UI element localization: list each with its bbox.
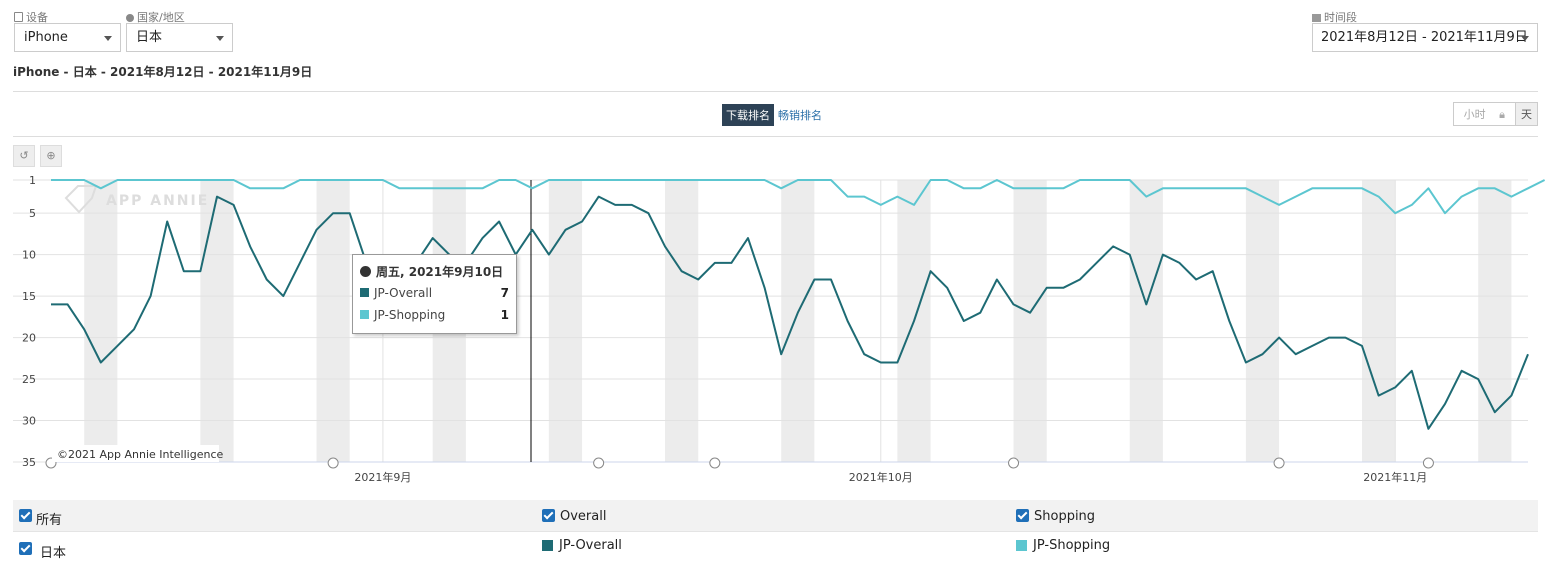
device-select[interactable]: iPhone (14, 23, 121, 52)
weekend-band (1013, 180, 1047, 462)
event-marker-icon (1273, 457, 1285, 469)
weekend-band (1362, 180, 1396, 462)
x-tick-label: 2021年11月 (1363, 470, 1427, 484)
weekend-band (84, 180, 118, 462)
overall-label: Overall (560, 509, 607, 524)
country-checkbox[interactable] (19, 542, 32, 555)
rank-tabs: 下载排名 畅销排名 (722, 104, 826, 126)
tab-grossing[interactable]: 畅销排名 (778, 109, 822, 122)
series-line-jp-shopping (51, 179, 1546, 215)
period-select[interactable]: 2021年8月12日 - 2021年11月9日 (1312, 23, 1538, 52)
zoom-icon: ⊕ (46, 149, 56, 162)
weekend-band (1129, 180, 1163, 462)
country-select[interactable]: 日本 (126, 23, 233, 52)
tooltip-row-shopping: JP-Shopping 1 (360, 308, 509, 322)
event-marker-icon (593, 457, 605, 469)
country-label: 国家/地区 (126, 9, 185, 25)
event-marker-icon (1008, 457, 1020, 469)
watermark-text: APP ANNIE (106, 193, 209, 209)
granularity-day[interactable]: 天 (1515, 103, 1537, 125)
shopping-checkbox[interactable] (1016, 509, 1029, 522)
tooltip-date: 周五, 2021年9月10日 (360, 263, 503, 280)
lock-icon: 🔒︎ (1499, 108, 1505, 121)
event-marker-icon (1422, 457, 1434, 469)
x-axis: 2021年9月 2021年10月 2021年11月 (51, 461, 1528, 484)
globe-icon (126, 14, 134, 22)
y-tick-label: 20 (22, 332, 36, 345)
copyright-bg (52, 445, 219, 462)
globe-icon (360, 266, 371, 277)
y-tick-label: 10 (22, 249, 36, 262)
weekend-band (316, 180, 350, 462)
weekend-band (548, 180, 583, 462)
y-tick-label: 1 (29, 174, 36, 187)
watermark-logo-icon (64, 185, 98, 214)
chevron-down-icon (1521, 36, 1529, 41)
x-tick-label: 2021年10月 (849, 470, 913, 484)
weekend-band (200, 180, 234, 462)
watermark: APP ANNIE (64, 185, 209, 214)
x-tick-label: 2021年9月 (354, 470, 411, 484)
series-line-jp-overall (51, 195, 1529, 430)
reset-icon: ↺ (19, 149, 29, 162)
chevron-down-icon (216, 36, 224, 41)
all-checkbox[interactable] (19, 509, 32, 522)
chart-tooltip: 周五, 2021年9月10日 JP-Overall 7 JP-Shopping 1 (352, 254, 517, 334)
shopping-series-label: JP-Shopping (1033, 538, 1111, 553)
overall-series-label: JP-Overall (559, 538, 622, 553)
period-label: 时间段 (1312, 9, 1357, 25)
copyright: ©2021 App Annie Intelligence (57, 448, 224, 461)
weekend-bands (84, 180, 1512, 462)
y-tick-label: 35 (22, 456, 36, 469)
overall-checkbox[interactable] (542, 509, 555, 522)
shopping-swatch (360, 310, 369, 319)
all-label: 所有 (36, 513, 63, 528)
y-tick-label: 25 (22, 373, 36, 386)
zoom-button[interactable]: ⊕ (40, 145, 62, 167)
reset-zoom-button[interactable]: ↺ (13, 145, 35, 167)
device-icon (14, 12, 23, 22)
shopping-label: Shopping (1034, 509, 1096, 524)
weekend-band (1478, 180, 1512, 462)
shopping-series-swatch (1016, 540, 1027, 551)
event-markers (45, 457, 1434, 469)
legend-header (13, 500, 1538, 532)
tab-downloads[interactable]: 下载排名 (722, 104, 774, 126)
weekend-band (781, 180, 815, 462)
granularity-toggle: 小时 🔒︎ 天 (1452, 102, 1538, 126)
weekend-band (1245, 180, 1280, 462)
y-tick-label: 15 (22, 290, 36, 303)
weekend-band (665, 180, 699, 462)
overall-swatch (360, 288, 369, 297)
event-marker-icon (327, 457, 339, 469)
device-label: 设备 (14, 9, 48, 25)
y-tick-label: 5 (29, 207, 36, 220)
series-lines (51, 179, 1546, 430)
overall-series-swatch (542, 540, 553, 551)
calendar-icon (1312, 14, 1321, 22)
event-marker-icon (709, 457, 721, 469)
y-tick-label: 30 (22, 415, 36, 428)
divider (13, 136, 1538, 137)
divider (13, 91, 1538, 92)
chevron-down-icon (104, 36, 112, 41)
country-label-legend: 日本 (40, 546, 67, 561)
granularity-hour[interactable]: 小时 🔒︎ (1454, 103, 1515, 125)
page-subtitle: iPhone - 日本 - 2021年8月12日 - 2021年11月9日 (13, 65, 313, 79)
tooltip-row-overall: JP-Overall 7 (360, 286, 509, 300)
